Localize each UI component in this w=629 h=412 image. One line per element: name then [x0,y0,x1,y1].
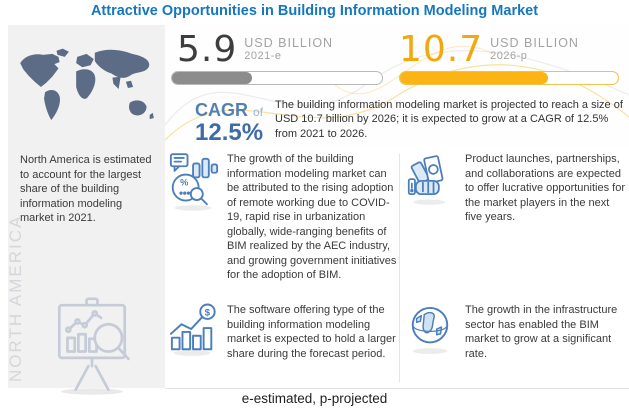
region-label: NORTH AMERICA [6,214,25,382]
cagr-label: CAGR [195,100,248,120]
market-size-2021-value: 5.9 [177,29,238,70]
region-description: North America is estimated to account fo… [20,154,152,225]
region-panel: North America is estimated to account fo… [6,25,165,395]
insight-text: The growth of the building information m… [227,153,397,282]
insight-opportunities: Product launches, partnerships, and coll… [407,152,625,225]
market-summary: The building information modeling market… [275,99,623,140]
insight-infrastructure: The growth in the infrastructure sector … [407,303,625,361]
market-size-2021: 5.9 USD BILLION 2021-e [177,29,334,70]
money-hand-icon [407,152,457,213]
market-size-2026: 10.7 USD BILLION 2026-p [399,29,579,70]
market-size-2021-unit: USD BILLION [244,36,334,50]
market-size-2021-bar [171,71,383,85]
market-size-2026-value: 10.7 [399,29,484,70]
market-analytics-icon: % [169,152,219,217]
presentation-chart-magnifier-icon [46,297,138,402]
insight-text: Product launches, partnerships, and coll… [465,153,625,224]
market-size-2021-period: 2021-e [244,50,282,62]
globe-icon [407,303,457,360]
insight-market-growth: % The growth of the building information… [169,152,397,283]
stats-panel: 5.9 USD BILLION 2021-e 10.7 USD BILLION … [165,25,629,149]
svg-text:$: $ [205,308,211,319]
insight-text: The growth in the infrastructure sector … [465,304,618,360]
market-size-2026-bar-fill [400,72,549,84]
growth-chart-icon: $ [169,303,219,362]
page-title: Attractive Opportunities in Building Inf… [90,3,539,19]
insight-software-share: $ The software offering type of the buil… [169,303,397,362]
market-size-2026-bar [399,71,619,85]
market-size-2026-unit: USD BILLION [490,36,579,50]
market-size-2021-bar-fill [172,72,252,84]
footnote: e-estimated, p-projected [241,391,388,406]
svg-text:%: % [180,178,188,188]
insight-text: The software offering type of the buildi… [227,304,396,360]
cagr-value: 12.5% [195,118,264,146]
cagr-block: CAGR of 12.5% [195,100,264,146]
cagr-of: of [253,105,264,119]
column-divider [399,154,400,382]
world-map-icon [14,37,159,139]
market-size-2026-period: 2026-p [490,50,528,62]
insights-section: % The growth of the building information… [165,148,629,389]
